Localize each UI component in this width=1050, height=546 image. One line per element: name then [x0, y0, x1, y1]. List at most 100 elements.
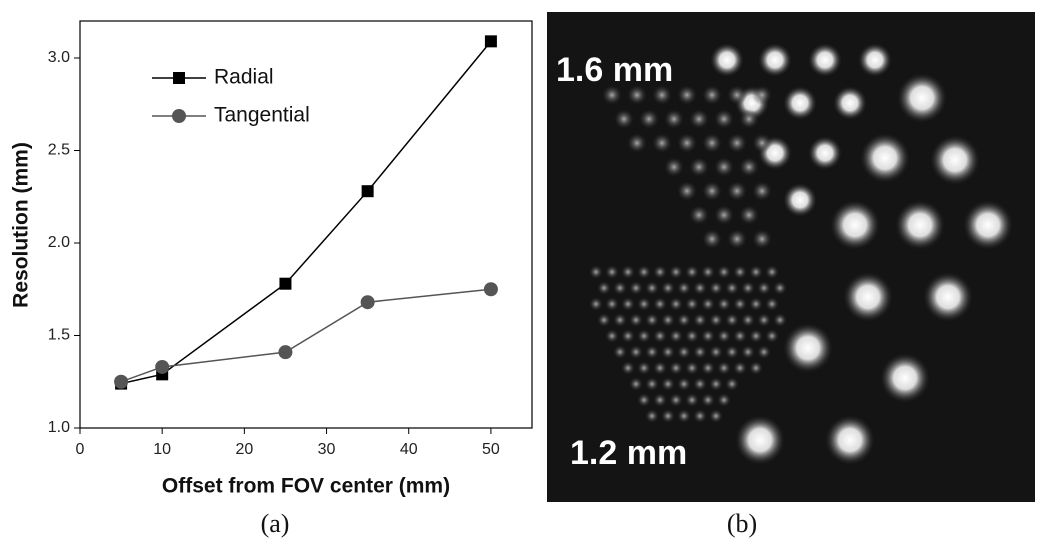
legend-label: Radial: [214, 66, 274, 89]
spot: [605, 329, 619, 343]
spot: [689, 205, 709, 225]
spot: [727, 229, 747, 249]
spot: [677, 281, 691, 295]
spot: [677, 345, 691, 359]
spot: [808, 136, 842, 170]
spot: [629, 345, 643, 359]
spot: [677, 85, 697, 105]
spot: [652, 133, 672, 153]
spot: [637, 265, 651, 279]
spot: [621, 265, 635, 279]
spot: [589, 297, 603, 311]
spot: [685, 393, 699, 407]
spot: [629, 281, 643, 295]
spot: [629, 313, 643, 327]
spot: [661, 345, 675, 359]
spot: [709, 345, 723, 359]
x-tick-label: 0: [76, 441, 85, 458]
spot: [693, 313, 707, 327]
spot: [727, 181, 747, 201]
spot: [605, 265, 619, 279]
spot: [653, 329, 667, 343]
spot: [709, 313, 723, 327]
spot: [597, 313, 611, 327]
spot: [752, 133, 772, 153]
spot: [689, 157, 709, 177]
spot: [605, 297, 619, 311]
spot: [709, 409, 723, 423]
spot: [717, 265, 731, 279]
spot: [717, 393, 731, 407]
spot: [677, 181, 697, 201]
spot: [860, 133, 910, 183]
spot: [639, 109, 659, 129]
spot: [749, 297, 763, 311]
spot: [717, 297, 731, 311]
spot: [597, 281, 611, 295]
spot: [621, 297, 635, 311]
spot: [739, 157, 759, 177]
spot: [783, 86, 817, 120]
spot: [661, 313, 675, 327]
spot: [653, 361, 667, 375]
spot: [895, 200, 945, 250]
spot: [758, 43, 792, 77]
spot: [830, 200, 880, 250]
spot: [727, 133, 747, 153]
spot: [727, 85, 747, 105]
data-point: [484, 35, 497, 48]
y-tick-label: 1.5: [48, 327, 70, 344]
data-point: [278, 345, 293, 360]
x-tick-label: 50: [482, 441, 500, 458]
spot: [741, 313, 755, 327]
spot: [783, 183, 817, 217]
legend-marker: [172, 109, 186, 123]
spot: [773, 313, 787, 327]
spot: [702, 133, 722, 153]
x-tick-label: 10: [153, 441, 171, 458]
data-point: [360, 295, 375, 310]
spot: [757, 345, 771, 359]
spot: [749, 265, 763, 279]
spot: [808, 43, 842, 77]
spot: [661, 377, 675, 391]
y-tick-label: 3.0: [48, 49, 70, 66]
spot: [685, 361, 699, 375]
spot: [689, 109, 709, 129]
spot: [702, 85, 722, 105]
spot: [749, 361, 763, 375]
spot: [661, 409, 675, 423]
spot: [709, 281, 723, 295]
x-tick-label: 20: [235, 441, 253, 458]
spot: [627, 133, 647, 153]
spot: [637, 393, 651, 407]
x-axis-label: Offset from FOV center (mm): [162, 475, 450, 498]
spot: [685, 297, 699, 311]
spot: [669, 265, 683, 279]
spot: [825, 415, 875, 465]
y-tick-label: 1.0: [48, 419, 70, 436]
spot: [637, 329, 651, 343]
spot: [669, 361, 683, 375]
spot: [621, 361, 635, 375]
spot: [693, 281, 707, 295]
spot: [613, 281, 627, 295]
spot: [701, 361, 715, 375]
spot: [613, 313, 627, 327]
spot: [621, 329, 635, 343]
spot: [783, 323, 833, 373]
spot: [765, 329, 779, 343]
phantom-spots: [589, 43, 1013, 465]
spot: [963, 200, 1013, 250]
spot: [702, 229, 722, 249]
image-label: 1.6 mm: [556, 51, 673, 89]
spot: [757, 313, 771, 327]
spot: [685, 329, 699, 343]
spot: [714, 205, 734, 225]
spot: [652, 85, 672, 105]
spot: [653, 265, 667, 279]
spot: [645, 313, 659, 327]
spot: [843, 272, 893, 322]
spot: [725, 345, 739, 359]
spot: [733, 297, 747, 311]
